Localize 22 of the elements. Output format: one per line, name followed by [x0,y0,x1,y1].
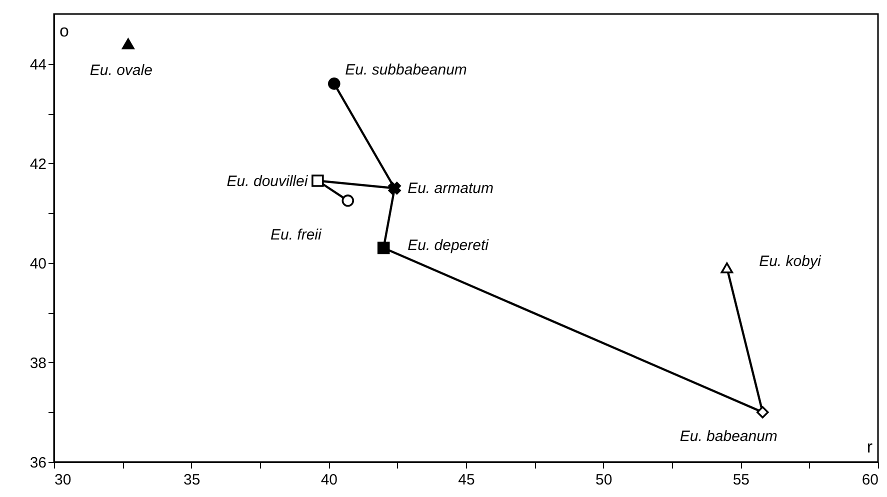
x-tick-label: 45 [458,472,475,488]
x-tick-label: 55 [732,472,750,488]
y-tick-label: 42 [30,156,46,173]
x-tick-label: 60 [862,472,878,488]
y-tick-label: 38 [30,354,46,372]
series-label: Eu. armatum [408,180,494,198]
series-label: Eu. subbabeanum [345,62,467,79]
series-label: Eu. babeanum [680,428,778,446]
y-tick-label: 44 [30,56,46,74]
x-tick-label: 30 [54,472,72,488]
text: Eu. freii [270,226,322,244]
x-tick-label: 40 [320,472,338,488]
series-label: Eu. depereti [408,236,490,254]
x-tick-label: 50 [595,472,612,488]
y-tick-label: 40 [30,255,46,272]
x-tick-label: 35 [183,472,200,488]
series-label: Eu. douvillei [226,172,308,190]
series-label: Eu. kobyi [759,252,822,270]
y-axis-title: o [60,22,69,40]
y-tick-label: 36 [30,454,46,472]
x-axis-title: r [866,438,873,456]
series-label: Eu. ovale [90,62,152,79]
